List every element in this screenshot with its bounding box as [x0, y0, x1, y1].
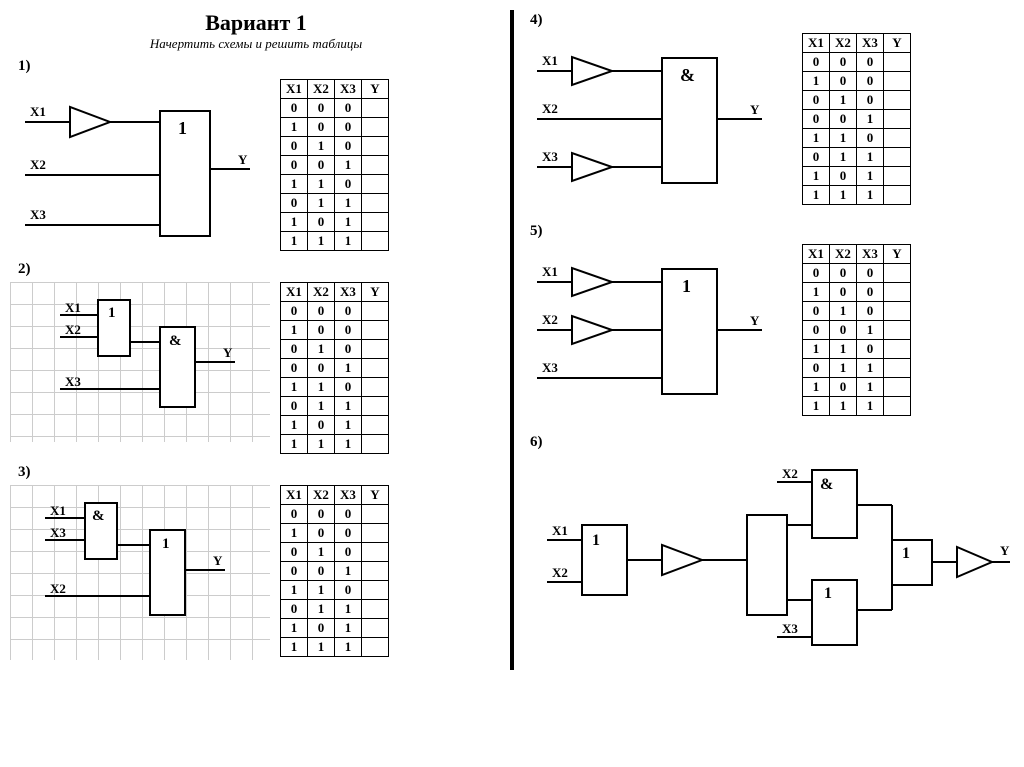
page-subtitle: Начертить схемы и решить таблицы	[10, 36, 502, 52]
circuit-5: X1 X2 X3 1 Y	[522, 244, 792, 424]
truth-table-3: X1X2X3Y000100010001110011101111	[280, 485, 389, 657]
problem-number: 2)	[18, 261, 502, 278]
svg-text:X1: X1	[30, 104, 46, 119]
svg-text:X1: X1	[65, 300, 81, 315]
svg-text:X2: X2	[542, 312, 558, 327]
svg-text:&: &	[92, 508, 105, 524]
circuit-3: X1 X3 & X2 1 Y	[10, 485, 270, 660]
svg-text:1: 1	[162, 536, 170, 552]
svg-text:1: 1	[824, 585, 832, 602]
vertical-divider	[510, 10, 514, 670]
svg-text:X1: X1	[552, 523, 568, 538]
problem-number: 6)	[530, 434, 1014, 451]
right-column: 4) X1 X2 X3 &	[522, 10, 1014, 670]
circuit-1: X1 X2 X3 1	[10, 79, 270, 249]
svg-text:1: 1	[178, 118, 187, 138]
svg-text:X2: X2	[30, 157, 46, 172]
svg-text:Y: Y	[1000, 543, 1010, 558]
svg-text:Y: Y	[223, 345, 233, 360]
svg-text:1: 1	[592, 532, 600, 549]
svg-text:&: &	[680, 65, 695, 85]
svg-text:&: &	[169, 333, 182, 349]
svg-text:X2: X2	[50, 581, 66, 596]
problem-2: 2) X1 X2 1 X3 &	[10, 261, 502, 454]
left-column: Вариант 1 Начертить схемы и решить табли…	[10, 10, 502, 670]
svg-text:X3: X3	[782, 621, 798, 636]
svg-text:1: 1	[682, 276, 691, 296]
page-title: Вариант 1	[10, 10, 502, 36]
svg-text:Y: Y	[213, 553, 223, 568]
problem-number: 4)	[530, 12, 1014, 29]
problem-number: 3)	[18, 464, 502, 481]
svg-text:Y: Y	[750, 102, 760, 117]
svg-text:X2: X2	[65, 322, 81, 337]
problem-number: 5)	[530, 223, 1014, 240]
svg-text:Y: Y	[750, 313, 760, 328]
truth-table-2: X1X2X3Y000100010001110011101111	[280, 282, 389, 454]
truth-table-5: X1X2X3Y000100010001110011101111	[802, 244, 911, 416]
problem-5: 5) X1 X2 X3 1	[522, 223, 1014, 424]
svg-text:X1: X1	[50, 503, 66, 518]
svg-text:X3: X3	[542, 149, 558, 164]
circuit-4: X1 X2 X3 & Y	[522, 33, 792, 213]
truth-table-1: X1X2X3Y000100010001110011101111	[280, 79, 389, 251]
svg-text:X2: X2	[782, 466, 798, 481]
circuit-2: X1 X2 1 X3 & Y	[10, 282, 270, 442]
problem-number: 1)	[18, 58, 502, 75]
problem-6: 6) X1 X2 1 X2	[522, 434, 1014, 655]
svg-text:X3: X3	[30, 207, 46, 222]
svg-text:X3: X3	[50, 525, 66, 540]
svg-text:1: 1	[108, 305, 116, 321]
svg-text:Y: Y	[238, 152, 248, 167]
svg-text:1: 1	[902, 545, 910, 562]
circuit-6: X1 X2 1 X2 &	[522, 455, 1012, 655]
problem-3: 3) X1 X3 & X2 1	[10, 464, 502, 660]
problem-1: 1) X1 X2 X3	[10, 58, 502, 251]
svg-text:X2: X2	[542, 101, 558, 116]
svg-text:X1: X1	[542, 264, 558, 279]
svg-text:X1: X1	[542, 53, 558, 68]
svg-text:X2: X2	[552, 565, 568, 580]
svg-text:X3: X3	[65, 374, 81, 389]
truth-table-4: X1X2X3Y000100010001110011101111	[802, 33, 911, 205]
svg-text:X3: X3	[542, 360, 558, 375]
svg-text:&: &	[820, 476, 833, 493]
problem-4: 4) X1 X2 X3 &	[522, 12, 1014, 213]
